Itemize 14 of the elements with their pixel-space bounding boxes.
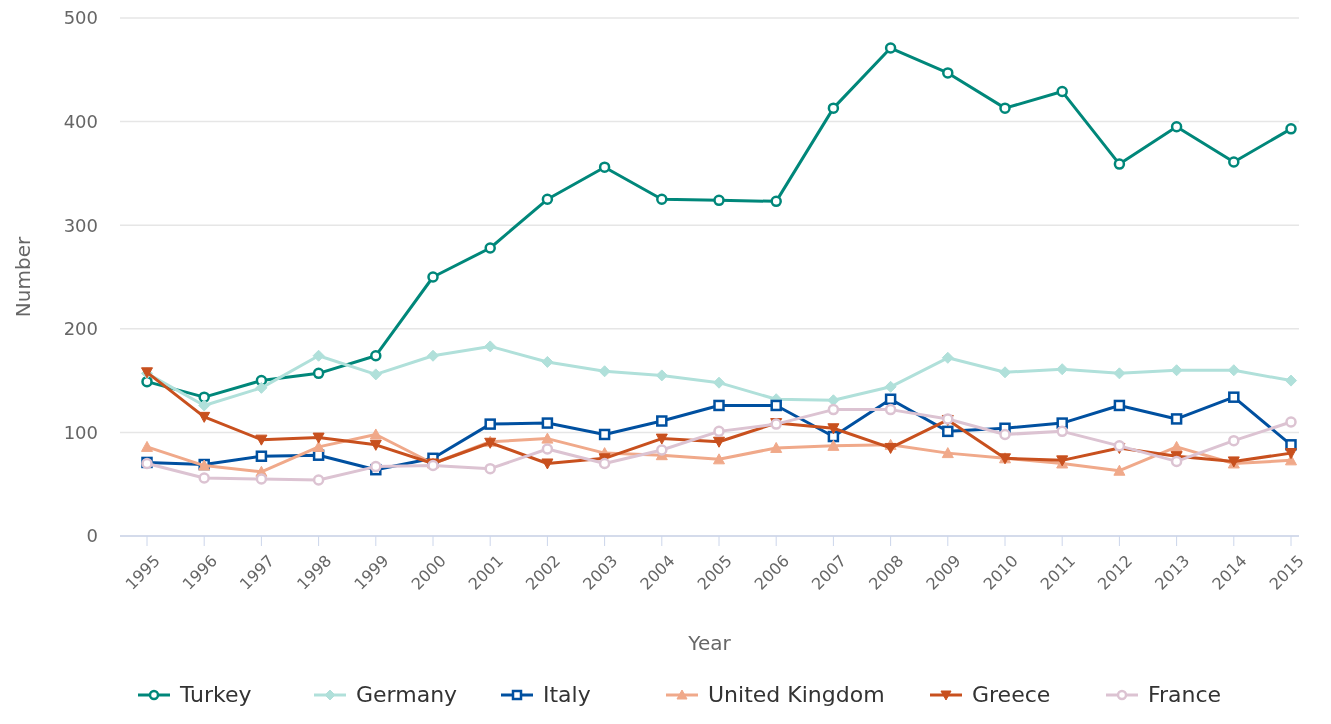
legend-label: Italy — [543, 682, 591, 707]
y-tick-label: 200 — [63, 318, 98, 340]
y-tick-label: 400 — [63, 110, 98, 132]
y-tick-label: 300 — [63, 214, 98, 236]
y-axis-title: Number — [11, 236, 35, 318]
legend-label: Germany — [356, 682, 458, 707]
legend-label: Greece — [972, 682, 1051, 707]
legend-label: United Kingdom — [708, 682, 885, 707]
legend-label: France — [1148, 682, 1222, 707]
y-tick-label: 500 — [63, 7, 98, 29]
y-tick-label: 0 — [86, 525, 98, 547]
legend-label: Turkey — [179, 682, 252, 707]
y-tick-label: 100 — [63, 421, 98, 443]
x-axis-title: Year — [687, 631, 732, 655]
